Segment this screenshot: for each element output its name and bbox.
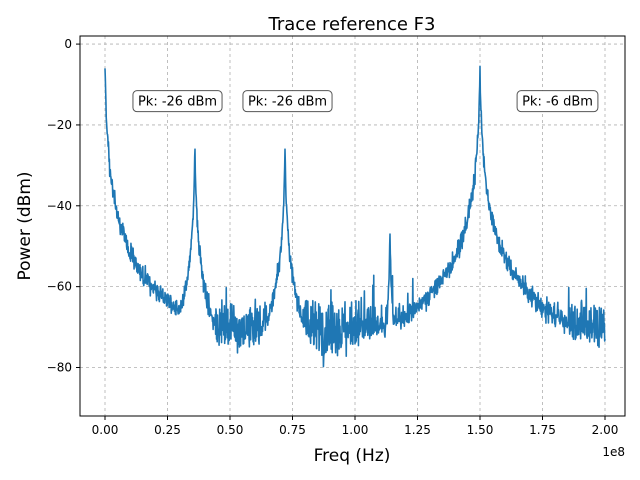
- x-axis-label: Freq (Hz): [314, 446, 391, 466]
- y-axis-label: Power (dBm): [15, 171, 35, 280]
- y-tick-label: −80: [47, 360, 72, 374]
- peak-annotation-text: Pk: -26 dBm: [138, 95, 217, 110]
- peak-annotation-text: Pk: -6 dBm: [522, 95, 593, 110]
- x-tick-label: 1.50: [467, 423, 494, 437]
- plot-frame: [79, 35, 626, 417]
- peak-annotation-box: [132, 90, 223, 113]
- peak-annotation-box: [516, 90, 599, 113]
- grid: [80, 36, 625, 416]
- y-tick-label: −40: [47, 199, 72, 213]
- peak-annotation: Pk: -26 dBm: [132, 90, 223, 113]
- x-tick-label: 1.25: [404, 423, 431, 437]
- y-tick-label: 0: [64, 37, 72, 51]
- y-axis-ticks: 0 −20 −40 −60 −80: [47, 37, 80, 374]
- x-tick-label: 1.75: [529, 423, 556, 437]
- y-tick-label: −60: [47, 280, 72, 294]
- peak-annotation-text: Pk: -26 dBm: [248, 95, 327, 110]
- peak-annotation: Pk: -6 dBm: [516, 90, 599, 113]
- chart-title: Trace reference F3: [268, 14, 436, 35]
- y-tick-label: −20: [47, 118, 72, 132]
- x-tick-label: 0.25: [154, 423, 181, 437]
- trace-line: [104, 65, 606, 368]
- x-tick-label: 2.00: [592, 423, 619, 437]
- x-tick-label: 0.50: [217, 423, 244, 437]
- trace-series: [104, 65, 606, 368]
- x-tick-label: 0.00: [92, 423, 119, 437]
- peak-annotation: Pk: -26 dBm: [242, 90, 333, 113]
- x-tick-label: 1.00: [342, 423, 369, 437]
- x-tick-label: 0.75: [279, 423, 306, 437]
- annotations: Pk: -26 dBm Pk: -26 dBm Pk: -6 dBm: [132, 90, 599, 113]
- x-axis-ticks: 0.00 0.25 0.50 0.75 1.00 1.25 1.50 1.75 2.00: [92, 416, 619, 437]
- peak-annotation-box: [242, 90, 333, 113]
- x-axis-offset-label: 1e8: [602, 445, 625, 459]
